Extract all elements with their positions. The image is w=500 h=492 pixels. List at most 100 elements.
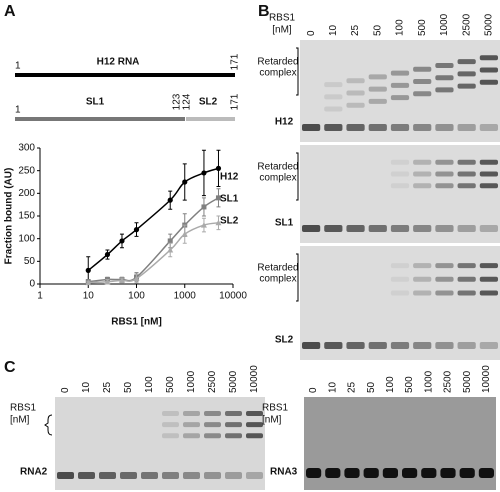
band [246, 433, 263, 439]
lane-label: 0 [60, 387, 71, 393]
band [382, 468, 398, 478]
band [324, 106, 343, 112]
lane-label: 1000 [186, 370, 197, 393]
band [204, 410, 221, 416]
band [390, 225, 410, 232]
panel-label: C [4, 359, 16, 376]
point [167, 197, 173, 203]
lane-label: 0 [306, 30, 317, 36]
complex-label: complex [259, 274, 296, 285]
band [457, 342, 476, 349]
band [204, 433, 221, 439]
band [368, 342, 387, 349]
lane-label: 10 [81, 381, 92, 393]
band [413, 171, 432, 177]
band [479, 276, 498, 282]
band [457, 225, 476, 232]
x-tick-label: 1 [37, 291, 43, 302]
sl-end: 171 [230, 93, 241, 110]
band [435, 276, 454, 282]
fit-curve [88, 197, 219, 283]
band [162, 422, 179, 428]
band [183, 433, 200, 439]
band [479, 124, 498, 131]
band [225, 433, 242, 439]
band [457, 59, 476, 65]
band [390, 263, 410, 269]
point [104, 251, 111, 258]
band [457, 263, 476, 269]
band [78, 472, 95, 479]
sl2-start: 124 [182, 93, 193, 110]
bracket [296, 253, 299, 302]
rna-label: RNA3 [270, 467, 298, 478]
band [246, 472, 263, 479]
lane-label: 2500 [207, 370, 218, 393]
x-tick-label: 100 [128, 291, 145, 302]
band [204, 422, 221, 428]
complex-label: Retarded [257, 57, 298, 68]
lane-label: 500 [165, 376, 176, 393]
point [118, 277, 125, 283]
lane-label: 50 [366, 381, 377, 393]
band [346, 342, 365, 349]
band [368, 86, 387, 92]
band [204, 472, 221, 479]
band [346, 90, 365, 96]
point [104, 278, 111, 285]
band [346, 225, 365, 232]
band [390, 159, 410, 165]
lane-label: 10000 [249, 365, 260, 393]
band [162, 472, 179, 479]
band [302, 342, 321, 349]
band [225, 472, 242, 479]
band [479, 79, 498, 85]
band [99, 472, 116, 479]
band [390, 342, 410, 349]
band [413, 225, 432, 232]
band [479, 342, 498, 349]
lane-label: 5000 [484, 13, 495, 36]
band [390, 70, 410, 76]
band [346, 78, 365, 84]
lane-label: 100 [395, 19, 406, 36]
y-axis-label: Fraction bound (AU) [4, 168, 15, 265]
band [162, 410, 179, 416]
band [390, 290, 410, 296]
sl1-end: 123 [172, 93, 183, 110]
x-tick-label: 10 [83, 291, 95, 302]
lane-label: 2500 [443, 370, 454, 393]
point [133, 227, 140, 233]
band [324, 82, 343, 88]
lane-label: 5000 [228, 370, 239, 393]
point [215, 219, 222, 226]
band [457, 276, 476, 282]
band [457, 159, 476, 165]
band [440, 468, 456, 478]
complex-label: complex [259, 68, 296, 79]
band [162, 433, 179, 439]
band [324, 225, 343, 232]
band [421, 468, 437, 478]
lane-label: 100 [144, 376, 155, 393]
lane-label: 10000 [481, 365, 492, 393]
band [324, 94, 343, 100]
band [57, 472, 74, 479]
point [200, 222, 207, 228]
band [457, 124, 476, 131]
band [459, 468, 475, 478]
lane-label: 10 [327, 381, 338, 393]
band [435, 225, 454, 232]
band [246, 422, 263, 428]
h12-bar [15, 73, 235, 77]
band [413, 183, 432, 189]
lane-label: 0 [308, 387, 319, 393]
rna-label: H12 [275, 117, 294, 128]
band [302, 124, 321, 131]
lane-label: 500 [417, 19, 428, 36]
y-tick-label: 50 [24, 256, 36, 267]
point [85, 279, 92, 286]
band [344, 468, 360, 478]
band [479, 183, 498, 189]
point [85, 267, 91, 273]
